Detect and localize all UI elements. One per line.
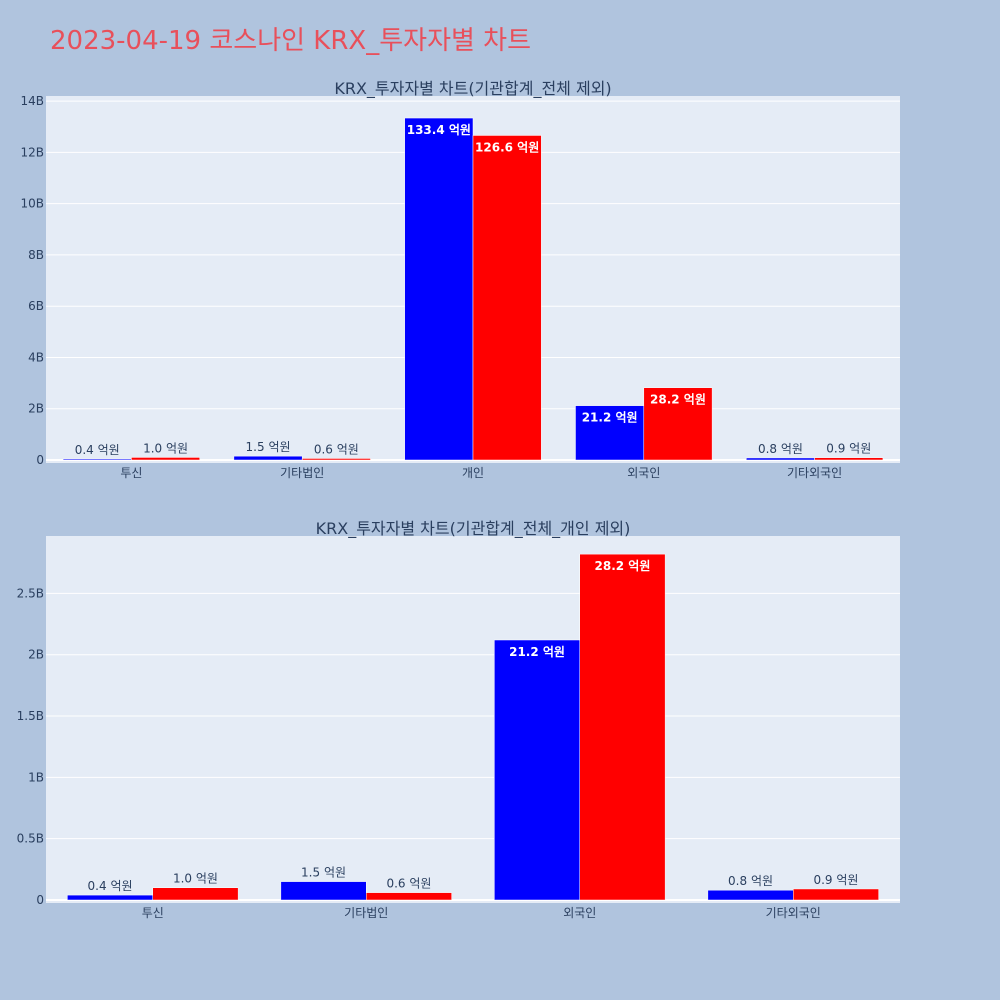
bar — [131, 457, 200, 461]
x-tick-label: 외국인 — [563, 906, 596, 920]
y-tick-label: 4B — [28, 350, 44, 364]
y-tick-label: 2.5B — [17, 586, 44, 600]
bar — [233, 455, 303, 461]
y-tick-label: 14B — [20, 94, 44, 108]
data-label: 0.6 억원 — [314, 442, 359, 456]
x-tick-label: 투신 — [120, 466, 142, 480]
x-tick-label: 기타외국인 — [766, 906, 821, 920]
y-tick-label: 0 — [36, 453, 44, 467]
data-label: 1.0 억원 — [173, 872, 218, 886]
bar — [707, 889, 794, 901]
bar — [404, 117, 474, 461]
x-tick-label: 기타법인 — [344, 906, 388, 920]
data-label: 0.9 억원 — [813, 873, 858, 887]
bar — [62, 458, 132, 461]
y-tick-label: 1B — [28, 770, 44, 784]
data-label: 1.5 억원 — [246, 440, 291, 454]
y-tick-label: 2B — [28, 402, 44, 416]
chart-title: KRX_투자자별 차트(기관합계_전체 제외) — [334, 79, 611, 99]
data-label: 28.2 억원 — [650, 393, 706, 407]
bar — [643, 387, 713, 461]
x-tick-label: 기타외국인 — [787, 466, 842, 480]
plot-area — [46, 536, 900, 903]
data-label: 28.2 억원 — [595, 559, 651, 573]
bar — [301, 458, 371, 461]
data-label: 1.0 억원 — [143, 441, 188, 455]
y-tick-label: 2B — [28, 648, 44, 662]
bar — [472, 135, 542, 461]
data-label: 0.4 억원 — [75, 443, 120, 457]
bar — [793, 888, 879, 901]
x-tick-label: 외국인 — [627, 466, 660, 480]
data-label: 1.5 억원 — [301, 866, 346, 880]
bar — [494, 639, 581, 901]
y-tick-label: 1.5B — [17, 709, 44, 723]
bar — [575, 405, 645, 461]
y-tick-label: 0 — [36, 893, 44, 907]
y-tick-label: 12B — [20, 145, 44, 159]
bar — [280, 881, 367, 901]
x-tick-label: 개인 — [462, 466, 484, 480]
x-tick-label: 투신 — [142, 906, 164, 920]
bar — [67, 894, 153, 901]
chart-top: KRX_투자자별 차트(기관합계_전체 제외) 0 2B 4B 6B 8B 10B 12B 14… — [20, 79, 900, 480]
bar — [579, 553, 666, 901]
y-tick-label: 0.5B — [17, 832, 44, 846]
data-label: 0.6 억원 — [386, 877, 431, 891]
data-label: 0.8 억원 — [728, 874, 773, 888]
chart-bottom: KRX_투자자별 차트(기관합계_전체_개인 제외) 0 0.5B 1B 1.5B 2B 2… — [17, 519, 900, 920]
data-label: 0.4 억원 — [88, 879, 133, 893]
bar — [814, 457, 884, 461]
data-label: 0.8 억원 — [758, 442, 803, 456]
bar — [746, 457, 815, 461]
bar — [366, 892, 452, 901]
y-tick-label: 10B — [20, 197, 44, 211]
data-label: 21.2 억원 — [509, 645, 565, 659]
data-label: 0.9 억원 — [826, 442, 871, 456]
data-label: 133.4 억원 — [407, 123, 471, 137]
bar — [152, 887, 239, 901]
data-label: 126.6 억원 — [475, 140, 539, 154]
chart-title: KRX_투자자별 차트(기관합계_전체_개인 제외) — [316, 519, 631, 539]
x-tick-label: 기타법인 — [280, 466, 324, 480]
page-title: 2023-04-19 코스나인 KRX_투자자별 차트 — [50, 26, 531, 56]
data-label: 21.2 억원 — [582, 411, 638, 425]
y-tick-label: 8B — [28, 248, 44, 262]
y-tick-label: 6B — [28, 299, 44, 313]
